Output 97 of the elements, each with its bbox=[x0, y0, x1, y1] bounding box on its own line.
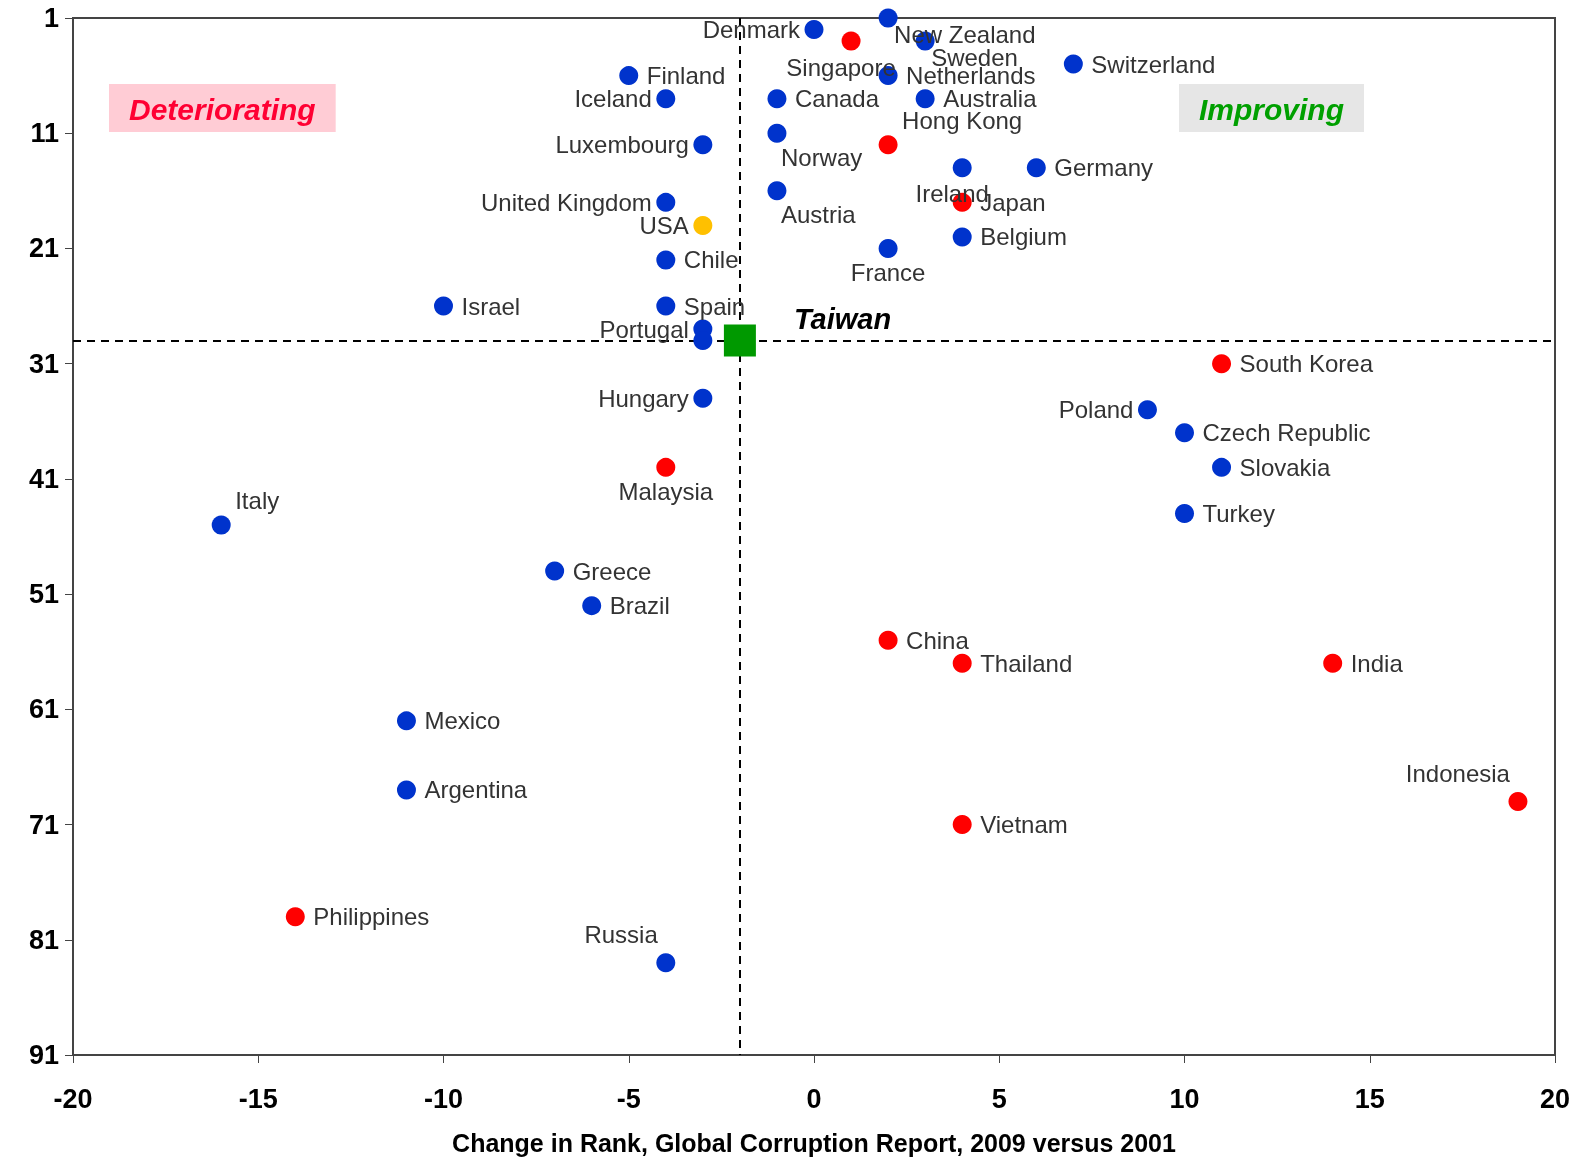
point bbox=[878, 8, 898, 28]
annotation: Czech Republic bbox=[1202, 419, 1371, 447]
point bbox=[767, 89, 787, 109]
point bbox=[285, 907, 305, 927]
point bbox=[1212, 354, 1232, 374]
y-tick-label: 81 bbox=[28, 924, 59, 955]
x-tick-label: -20 bbox=[53, 1083, 93, 1114]
annotation: Israel bbox=[461, 292, 521, 320]
x-axis-title: Change in Rank, Global Corruption Report, 2009 versus 2001 bbox=[452, 1128, 1176, 1157]
annotation: Turkey bbox=[1202, 499, 1275, 527]
x-tick-label: 10 bbox=[1169, 1083, 1200, 1114]
annotation: South Korea bbox=[1239, 350, 1374, 378]
annotation: India bbox=[1350, 649, 1404, 677]
x-tick-label: -5 bbox=[616, 1083, 641, 1114]
annotation: Indonesia bbox=[1405, 760, 1511, 788]
point bbox=[656, 89, 676, 109]
point bbox=[582, 596, 602, 616]
point bbox=[1175, 503, 1194, 523]
point bbox=[878, 135, 898, 155]
annotation: Thailand bbox=[980, 649, 1073, 677]
y-tick-label: 51 bbox=[28, 579, 59, 610]
annotation: Hungary bbox=[598, 384, 689, 412]
annotation: Luxembourg bbox=[555, 131, 689, 159]
point bbox=[656, 953, 676, 973]
y-tick-label: 71 bbox=[28, 809, 59, 840]
annotation: Norway bbox=[780, 143, 863, 171]
annotation: Chile bbox=[683, 246, 739, 274]
y-tick-label: 11 bbox=[30, 118, 59, 149]
annotation: Taiwan bbox=[793, 302, 892, 335]
annotation: Switzerland bbox=[1091, 50, 1216, 78]
annotation: Germany bbox=[1054, 154, 1153, 182]
annotation: China bbox=[906, 626, 970, 654]
x-tick-label: 5 bbox=[991, 1083, 1007, 1114]
point bbox=[915, 89, 935, 109]
annotation: France bbox=[850, 258, 926, 286]
annotation: Philippines bbox=[313, 903, 430, 931]
point bbox=[723, 324, 756, 357]
point bbox=[434, 296, 453, 316]
annotation: Vietnam bbox=[980, 811, 1068, 839]
annotation: Belgium bbox=[980, 223, 1067, 251]
point bbox=[396, 780, 416, 800]
point bbox=[693, 135, 713, 155]
point bbox=[767, 181, 787, 201]
point bbox=[656, 296, 676, 316]
point bbox=[693, 388, 713, 408]
point bbox=[878, 238, 898, 258]
point bbox=[693, 331, 713, 351]
point bbox=[396, 711, 416, 731]
point bbox=[1212, 457, 1232, 477]
y-tick-label: 41 bbox=[28, 463, 59, 494]
annotation: Malaysia bbox=[618, 477, 714, 505]
y-tick-label: 61 bbox=[28, 694, 59, 725]
point bbox=[656, 250, 676, 270]
point bbox=[211, 515, 231, 535]
annotation: Singapore bbox=[786, 53, 896, 81]
annotation: Brazil bbox=[609, 592, 670, 620]
point bbox=[1323, 653, 1343, 673]
annotation: Greece bbox=[572, 557, 652, 585]
point bbox=[545, 561, 565, 581]
annotation: Argentina bbox=[424, 776, 528, 804]
annotation: Improving bbox=[1199, 92, 1345, 126]
annotation: Deteriorating bbox=[129, 92, 316, 126]
annotation: Canada bbox=[794, 85, 880, 113]
point bbox=[693, 215, 713, 235]
point bbox=[952, 227, 972, 247]
x-tick-label: -15 bbox=[238, 1083, 278, 1114]
y-tick-label: 31 bbox=[28, 348, 59, 379]
point bbox=[878, 630, 898, 650]
point bbox=[767, 123, 787, 143]
annotation: Denmark bbox=[702, 16, 801, 44]
annotation: Austria bbox=[780, 201, 857, 229]
annotation: Slovakia bbox=[1239, 453, 1331, 481]
y-tick-label: 1 bbox=[43, 3, 59, 33]
x-tick-label: 0 bbox=[806, 1083, 822, 1114]
point bbox=[1508, 792, 1528, 812]
x-tick-label: 20 bbox=[1539, 1083, 1571, 1114]
annotation: New Zealand bbox=[894, 20, 1036, 48]
annotation: Russia bbox=[584, 921, 659, 949]
annotation: Italy bbox=[235, 487, 280, 515]
point bbox=[804, 20, 824, 40]
point bbox=[1175, 423, 1194, 443]
x-tick-label: -10 bbox=[423, 1083, 464, 1114]
point bbox=[952, 158, 972, 178]
point bbox=[656, 192, 676, 212]
y-tick-label: 91 bbox=[28, 1040, 59, 1070]
point bbox=[1026, 158, 1046, 178]
y-tick-label: 21 bbox=[28, 233, 59, 264]
point bbox=[841, 31, 861, 51]
point bbox=[619, 66, 639, 86]
point bbox=[656, 457, 676, 477]
annotation: Mexico bbox=[424, 707, 501, 735]
point bbox=[952, 653, 972, 673]
point bbox=[1137, 400, 1157, 420]
point bbox=[1063, 54, 1083, 74]
annotation: Poland bbox=[1058, 396, 1134, 424]
point bbox=[952, 815, 972, 835]
x-tick-label: 15 bbox=[1354, 1083, 1385, 1114]
